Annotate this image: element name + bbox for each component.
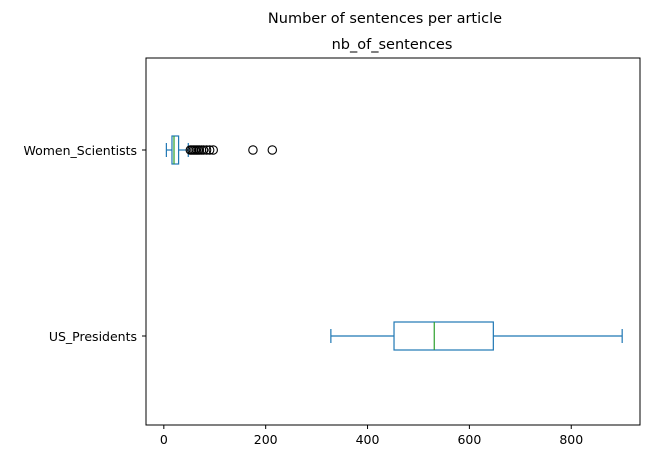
- chart-title: nb_of_sentences: [332, 37, 453, 53]
- y-tick-label: US_Presidents: [49, 329, 137, 344]
- x-tick-label: 200: [254, 432, 278, 447]
- x-tick-label: 0: [160, 432, 168, 447]
- women-scientists-box: [171, 135, 180, 165]
- chart-suptitle: Number of sentences per article: [268, 11, 502, 27]
- y-tick-label: Women_Scientists: [23, 143, 137, 158]
- women-scientists-outlier-point: [204, 145, 215, 155]
- x-tick-label: 800: [559, 432, 583, 447]
- women-scientists-outlier-point: [208, 145, 218, 155]
- us-presidents-box: [393, 321, 494, 351]
- women-scientists-outlier-point: [248, 145, 258, 155]
- women-scientists-outlier-point: [267, 145, 278, 155]
- x-tick-label: 600: [457, 432, 481, 447]
- women-scientists-outlier-point: [201, 145, 212, 155]
- x-tick-label: 400: [356, 432, 380, 447]
- women-scientists-outlier-point: [198, 145, 209, 155]
- axes-frame: [145, 57, 641, 426]
- plot-area: Women_Scientists US_Presidents 0 200 400 600 8…: [23, 135, 623, 447]
